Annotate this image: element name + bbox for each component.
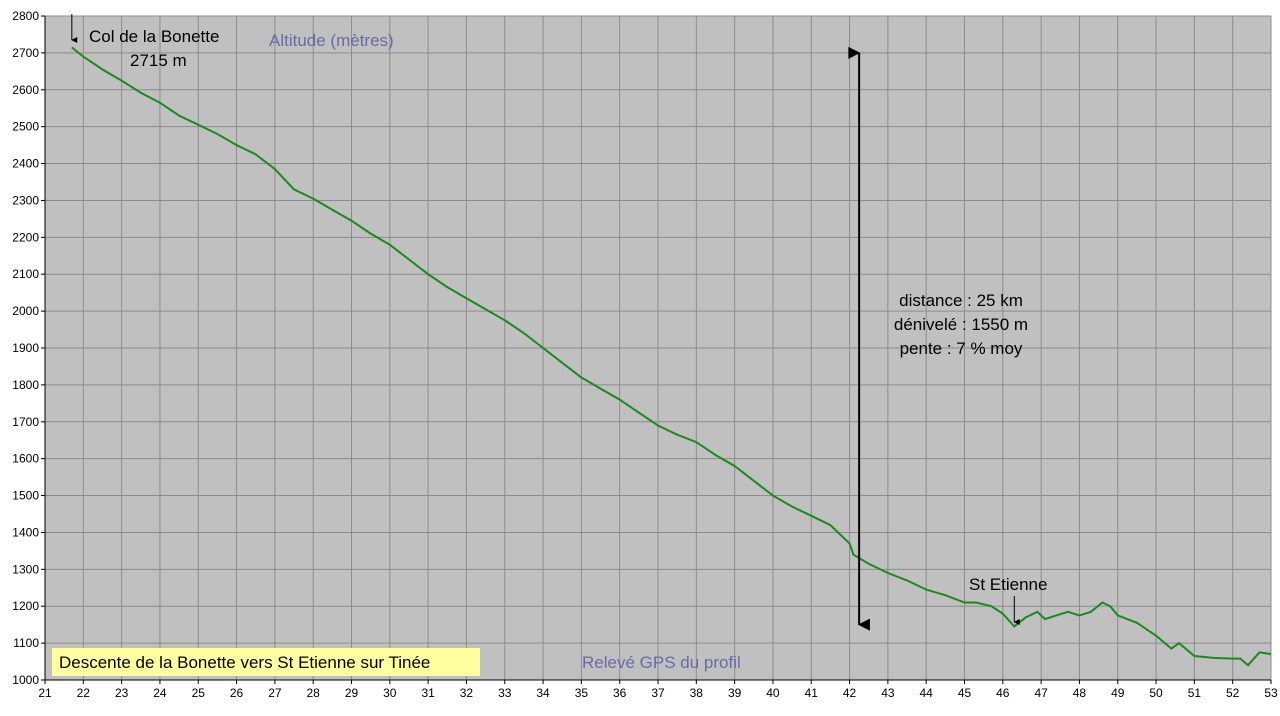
- y-tick-label: 1600: [12, 452, 39, 466]
- series-layer: [71, 46, 1272, 667]
- y-tick-label: 1400: [12, 525, 39, 539]
- x-tick-label: 35: [575, 686, 589, 700]
- x-tick-label: 29: [345, 686, 359, 700]
- y-axis-title: Altitude (mètres): [269, 31, 394, 50]
- stats-slope: pente : 7 % moy: [900, 339, 1023, 358]
- x-tick-label: 41: [805, 686, 819, 700]
- x-tick-label: 28: [307, 686, 321, 700]
- summit-altitude-label: 2715 m: [130, 51, 187, 70]
- x-tick-label: 38: [690, 686, 704, 700]
- caption-text: Descente de la Bonette vers St Etienne s…: [59, 653, 430, 672]
- x-tick-label: 53: [1264, 686, 1278, 700]
- x-tick-label: 48: [1073, 686, 1087, 700]
- x-tick-label: 36: [613, 686, 627, 700]
- grid: [44, 15, 1272, 681]
- x-tick-label: 37: [651, 686, 665, 700]
- x-tick-label: 47: [1034, 686, 1048, 700]
- x-tick-label: 42: [843, 686, 857, 700]
- series-line: [71, 46, 1272, 667]
- x-tick-label: 40: [766, 686, 780, 700]
- x-tick-label: 52: [1226, 686, 1240, 700]
- y-tick-label: 1800: [12, 378, 39, 392]
- source-label: Relevé GPS du profil: [582, 653, 741, 672]
- x-tick-label: 50: [1149, 686, 1163, 700]
- x-tick-label: 27: [268, 686, 282, 700]
- x-tick-label: 43: [881, 686, 895, 700]
- y-tick-label: 2700: [12, 46, 39, 60]
- caption-box: [52, 648, 480, 676]
- y-tick-label: 2400: [12, 157, 39, 171]
- x-tick-label: 46: [996, 686, 1010, 700]
- town-label: St Etienne: [969, 575, 1047, 594]
- x-tick-label: 33: [498, 686, 512, 700]
- y-tick-label: 1000: [12, 673, 39, 687]
- y-tick-label: 2000: [12, 304, 39, 318]
- x-tick-label: 32: [460, 686, 474, 700]
- x-tick-label: 49: [1111, 686, 1125, 700]
- x-tick-label: 23: [115, 686, 129, 700]
- x-tick-label: 39: [728, 686, 742, 700]
- y-tick-label: 1200: [12, 599, 39, 613]
- x-tick-label: 44: [920, 686, 934, 700]
- y-tick-label: 2600: [12, 83, 39, 97]
- y-tick-label: 1300: [12, 562, 39, 576]
- x-tick-label: 34: [536, 686, 550, 700]
- y-tick-label: 2200: [12, 230, 39, 244]
- x-tick-label: 21: [38, 686, 52, 700]
- stats-distance: distance : 25 km: [899, 291, 1023, 310]
- y-tick-label: 1700: [12, 415, 39, 429]
- x-tick-label: 45: [958, 686, 972, 700]
- x-tick-label: 31: [421, 686, 435, 700]
- x-tick-label: 30: [383, 686, 397, 700]
- x-tick-label: 26: [230, 686, 244, 700]
- y-tick-label: 1500: [12, 489, 39, 503]
- x-tick-label: 51: [1188, 686, 1202, 700]
- x-tick-label: 24: [153, 686, 167, 700]
- x-tick-label: 22: [77, 686, 91, 700]
- y-tick-label: 2300: [12, 193, 39, 207]
- x-tick-label: 25: [192, 686, 206, 700]
- y-tick-label: 2100: [12, 267, 39, 281]
- x-axis-ticks: 21 22 23 24 25 26 27 28 29 30 31 32 33 34 35 36 37 38 39 40…: [38, 680, 1278, 700]
- y-tick-label: 2500: [12, 120, 39, 134]
- y-tick-label: 2800: [12, 9, 39, 23]
- y-tick-label: 1100: [13, 636, 39, 650]
- stats-elevation: dénivelé : 1550 m: [894, 315, 1028, 334]
- y-axis-ticks: 1000 1100 1200 1300 1400 1500 1600 1700 1800 1900…: [12, 9, 45, 687]
- y-tick-label: 1900: [12, 341, 39, 355]
- summit-label: Col de la Bonette: [89, 27, 219, 46]
